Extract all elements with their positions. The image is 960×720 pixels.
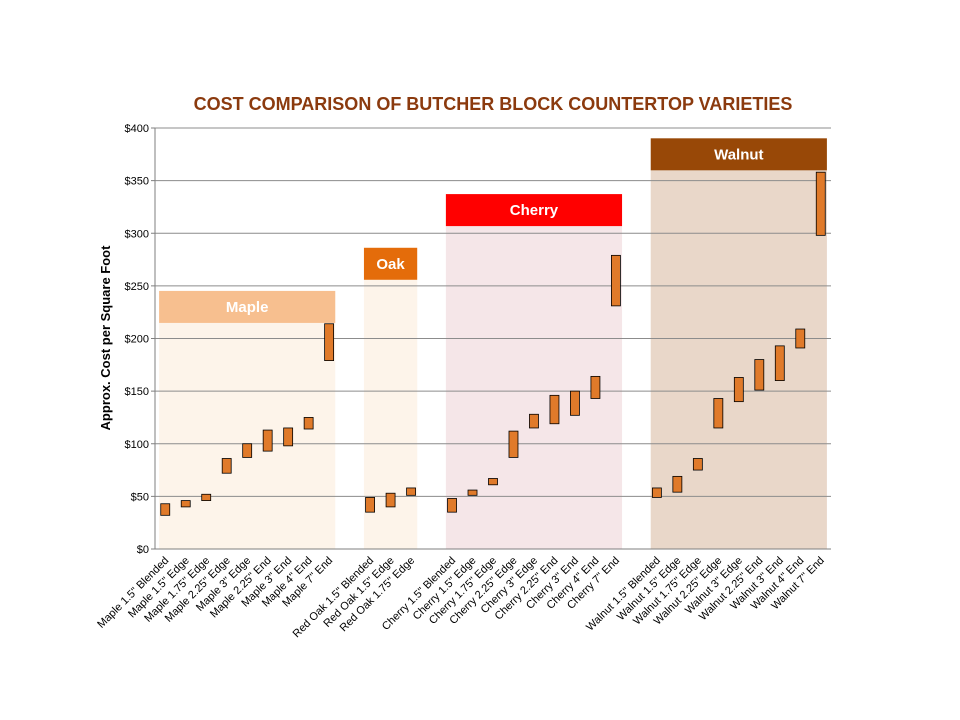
bar <box>303 417 314 430</box>
group-labels: Maple Oak Cherry Walnut <box>159 138 827 323</box>
bar <box>713 398 724 429</box>
bar <box>467 489 478 496</box>
chart-title: COST COMPARISON OF BUTCHER BLOCK COUNTER… <box>194 94 793 114</box>
bar <box>406 487 416 496</box>
y-tick-label: $250 <box>125 281 149 293</box>
bar <box>733 377 744 403</box>
group-label-maple: Maple <box>226 299 269 316</box>
bar <box>385 492 396 508</box>
bar <box>590 375 601 399</box>
bar <box>570 390 580 416</box>
y-tick-label: $100 <box>125 439 149 451</box>
bar <box>160 503 171 516</box>
y-tick-label: $150 <box>125 386 149 398</box>
y-tick-label: $200 <box>125 334 149 346</box>
y-tick-label: $400 <box>125 123 149 135</box>
group-label-cherry: Cherry <box>510 202 559 219</box>
bar <box>488 478 498 486</box>
group-band-maple <box>159 322 336 549</box>
bar <box>242 443 253 458</box>
group-label-box-walnut <box>650 138 827 171</box>
group-label-walnut: Walnut <box>714 146 763 163</box>
y-axis-label: Approx. Cost per Square Foot <box>98 245 113 431</box>
bar <box>774 345 785 381</box>
y-tick-label: $350 <box>125 176 149 188</box>
bar <box>508 430 519 458</box>
bar <box>365 497 375 513</box>
group-label-oak: Oak <box>376 256 405 273</box>
bar <box>324 323 335 362</box>
bar <box>262 429 273 452</box>
y-ticks: $0 $50 $100 $150 $200 $250 $300 $350 $400 <box>125 123 149 556</box>
bar <box>815 171 826 236</box>
group-label-box-oak <box>363 247 418 280</box>
bar <box>283 427 294 447</box>
y-tick-label: $0 <box>137 544 149 556</box>
bar <box>201 493 212 501</box>
bar <box>651 487 662 498</box>
bar <box>754 359 765 391</box>
bar <box>795 328 806 349</box>
y-tick-label: $50 <box>131 491 149 503</box>
bar <box>529 413 539 429</box>
bar <box>180 500 191 508</box>
y-tick-label: $300 <box>125 228 149 240</box>
bar <box>221 458 232 474</box>
bar <box>447 498 457 513</box>
bar <box>692 458 703 471</box>
bar <box>549 394 560 425</box>
bars <box>160 171 826 516</box>
bar <box>672 475 683 493</box>
axes <box>151 127 831 550</box>
bar <box>611 254 621 307</box>
group-label-box-cherry <box>445 194 623 227</box>
group-bands <box>159 170 827 549</box>
group-label-box-maple <box>159 290 336 323</box>
